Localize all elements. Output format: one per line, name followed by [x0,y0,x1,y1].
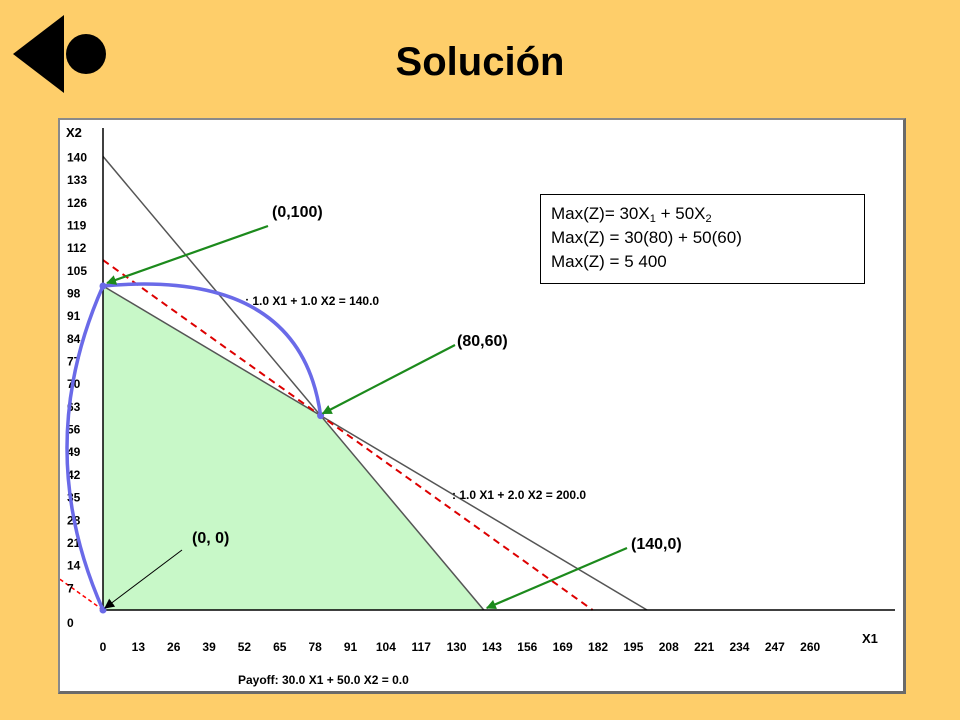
annotation-label: (0,100) [272,204,323,221]
y-tick-label: 42 [67,468,81,482]
objective-line-1: Max(Z)= 30X1 + 50X2 [551,204,712,225]
annotation-label: (140,0) [631,536,682,553]
x-tick-label: 130 [447,640,467,654]
x-tick-label: 52 [238,640,252,654]
y-tick-label: 140 [67,150,87,164]
annotation-arrow [485,546,628,610]
x-tick-label: 26 [167,640,181,654]
y-tick-label: 84 [67,332,81,346]
x-tick-label: 91 [344,640,358,654]
y-tick-label: 14 [67,559,81,573]
x-tick-label: 195 [623,640,643,654]
y-tick-label: 49 [67,445,81,459]
x-tick-label: 117 [412,640,432,654]
lp-chart: 0714212835424956637077849198105112119126… [60,125,895,687]
x-tick-label: 208 [659,640,679,654]
x-tick-label: 78 [308,640,322,654]
y-tick-label: 126 [67,196,87,210]
x-tick-label: 182 [588,640,608,654]
back-triangle-icon [13,15,64,93]
payoff-line [60,578,104,611]
annotation-label: (0, 0) [192,530,230,547]
navigation-logo-icon[interactable] [8,12,108,96]
x-axis-label: X1 [862,631,878,646]
x-tick-label: 234 [729,640,749,654]
y-tick-label: 112 [67,241,87,255]
payoff-label: Payoff: 30.0 X1 + 50.0 X2 = 0.0 [238,673,409,687]
constraint-line [102,285,648,611]
x-tick-label: 13 [132,640,146,654]
y-tick-label: 7 [67,581,74,595]
constraint-label: : 1.0 X1 + 2.0 X2 = 200.0 [452,488,586,502]
feasible-region [103,286,484,610]
y-tick-label: 56 [67,423,81,437]
x-tick-label: 247 [765,640,785,654]
y-tick-label: 0 [67,616,74,630]
objective-line-2: Max(Z) = 30(80) + 50(60) [551,228,742,247]
constraint-label: : 1.0 X1 + 1.0 X2 = 140.0 [245,294,379,308]
x-tick-label: 104 [376,640,396,654]
x-tick-label: 169 [553,640,573,654]
y-tick-label: 98 [67,286,81,300]
objective-box: Max(Z)= 30X1 + 50X2 Max(Z) = 30(80) + 50… [540,194,865,284]
slide-title: Solución [395,40,565,84]
x-tick-label: 0 [100,640,107,654]
constraint-line [102,155,485,611]
annotation-arrow [104,549,183,609]
objective-line-3: Max(Z) = 5 400 [551,252,667,271]
iso-profit-line [102,259,594,611]
y-tick-label: 133 [67,173,87,187]
annotation-arrow [321,344,456,415]
x-tick-label: 156 [517,640,537,654]
y-axis-label: X2 [66,125,82,140]
y-tick-label: 119 [67,218,87,232]
x-tick-label: 39 [202,640,216,654]
y-tick-label: 91 [67,309,81,323]
x-tick-label: 260 [800,640,820,654]
x-tick-label: 143 [482,640,502,654]
y-tick-label: 105 [67,264,87,278]
annotation-arrow [106,224,269,285]
x-tick-label: 221 [694,640,714,654]
vertex-point [99,282,107,290]
logo-circle-icon [66,34,106,74]
x-tick-label: 65 [273,640,287,654]
annotation-label: (80,60) [457,333,508,350]
